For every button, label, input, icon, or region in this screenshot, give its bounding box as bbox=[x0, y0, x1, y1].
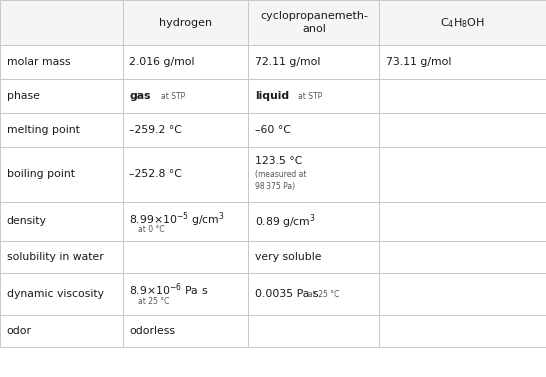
Text: at STP: at STP bbox=[161, 92, 185, 101]
FancyBboxPatch shape bbox=[248, 113, 379, 147]
FancyBboxPatch shape bbox=[248, 273, 379, 315]
Text: 73.11 g/mol: 73.11 g/mol bbox=[386, 57, 452, 67]
Text: 72.11 g/mol: 72.11 g/mol bbox=[255, 57, 321, 67]
Text: cyclopropanemeth-
anol: cyclopropanemeth- anol bbox=[260, 11, 368, 34]
FancyBboxPatch shape bbox=[248, 241, 379, 273]
FancyBboxPatch shape bbox=[379, 45, 546, 79]
Text: odor: odor bbox=[7, 326, 32, 336]
Text: very soluble: very soluble bbox=[255, 252, 322, 262]
FancyBboxPatch shape bbox=[248, 45, 379, 79]
FancyBboxPatch shape bbox=[379, 147, 546, 202]
FancyBboxPatch shape bbox=[123, 45, 248, 79]
FancyBboxPatch shape bbox=[248, 147, 379, 202]
FancyBboxPatch shape bbox=[0, 0, 123, 45]
Text: liquid: liquid bbox=[255, 91, 289, 101]
FancyBboxPatch shape bbox=[0, 273, 123, 315]
FancyBboxPatch shape bbox=[123, 113, 248, 147]
FancyBboxPatch shape bbox=[0, 113, 123, 147]
Text: $0.89$ g/cm$^3$: $0.89$ g/cm$^3$ bbox=[255, 212, 316, 231]
Text: density: density bbox=[7, 216, 46, 227]
Text: 0.0035 Pa s: 0.0035 Pa s bbox=[255, 289, 318, 299]
Text: phase: phase bbox=[7, 91, 39, 101]
FancyBboxPatch shape bbox=[379, 241, 546, 273]
FancyBboxPatch shape bbox=[123, 202, 248, 241]
Text: $8.9{\times}10^{-6}$ Pa s: $8.9{\times}10^{-6}$ Pa s bbox=[129, 282, 209, 298]
Text: –60 °C: –60 °C bbox=[255, 125, 291, 135]
FancyBboxPatch shape bbox=[123, 315, 248, 347]
Text: at 25 °C: at 25 °C bbox=[308, 290, 340, 299]
Text: melting point: melting point bbox=[7, 125, 79, 135]
FancyBboxPatch shape bbox=[0, 147, 123, 202]
FancyBboxPatch shape bbox=[0, 241, 123, 273]
FancyBboxPatch shape bbox=[379, 202, 546, 241]
FancyBboxPatch shape bbox=[0, 45, 123, 79]
FancyBboxPatch shape bbox=[248, 315, 379, 347]
Text: 2.016 g/mol: 2.016 g/mol bbox=[129, 57, 195, 67]
FancyBboxPatch shape bbox=[379, 113, 546, 147]
Text: solubility in water: solubility in water bbox=[7, 252, 103, 262]
Text: $8.99{\times}10^{-5}$ g/cm$^3$: $8.99{\times}10^{-5}$ g/cm$^3$ bbox=[129, 210, 225, 228]
Text: –259.2 °C: –259.2 °C bbox=[129, 125, 182, 135]
FancyBboxPatch shape bbox=[248, 202, 379, 241]
FancyBboxPatch shape bbox=[0, 202, 123, 241]
FancyBboxPatch shape bbox=[0, 315, 123, 347]
Text: gas: gas bbox=[129, 91, 151, 101]
FancyBboxPatch shape bbox=[123, 241, 248, 273]
Text: at 0 °C: at 0 °C bbox=[138, 225, 164, 234]
FancyBboxPatch shape bbox=[379, 0, 546, 45]
FancyBboxPatch shape bbox=[123, 273, 248, 315]
FancyBboxPatch shape bbox=[123, 79, 248, 113]
FancyBboxPatch shape bbox=[0, 79, 123, 113]
FancyBboxPatch shape bbox=[123, 147, 248, 202]
Text: dynamic viscosity: dynamic viscosity bbox=[7, 289, 104, 299]
Text: hydrogen: hydrogen bbox=[159, 18, 212, 28]
Text: 123.5 °C: 123.5 °C bbox=[255, 156, 302, 167]
FancyBboxPatch shape bbox=[248, 79, 379, 113]
FancyBboxPatch shape bbox=[248, 0, 379, 45]
FancyBboxPatch shape bbox=[379, 273, 546, 315]
FancyBboxPatch shape bbox=[379, 79, 546, 113]
Text: at 25 °C: at 25 °C bbox=[138, 297, 169, 306]
Text: molar mass: molar mass bbox=[7, 57, 70, 67]
FancyBboxPatch shape bbox=[123, 0, 248, 45]
Text: –252.8 °C: –252.8 °C bbox=[129, 169, 182, 179]
FancyBboxPatch shape bbox=[379, 315, 546, 347]
Text: at STP: at STP bbox=[298, 92, 322, 101]
Text: (measured at
98 375 Pa): (measured at 98 375 Pa) bbox=[255, 170, 306, 191]
Text: C$_4$H$_8$OH: C$_4$H$_8$OH bbox=[440, 16, 485, 29]
Text: odorless: odorless bbox=[129, 326, 175, 336]
Text: boiling point: boiling point bbox=[7, 169, 75, 179]
